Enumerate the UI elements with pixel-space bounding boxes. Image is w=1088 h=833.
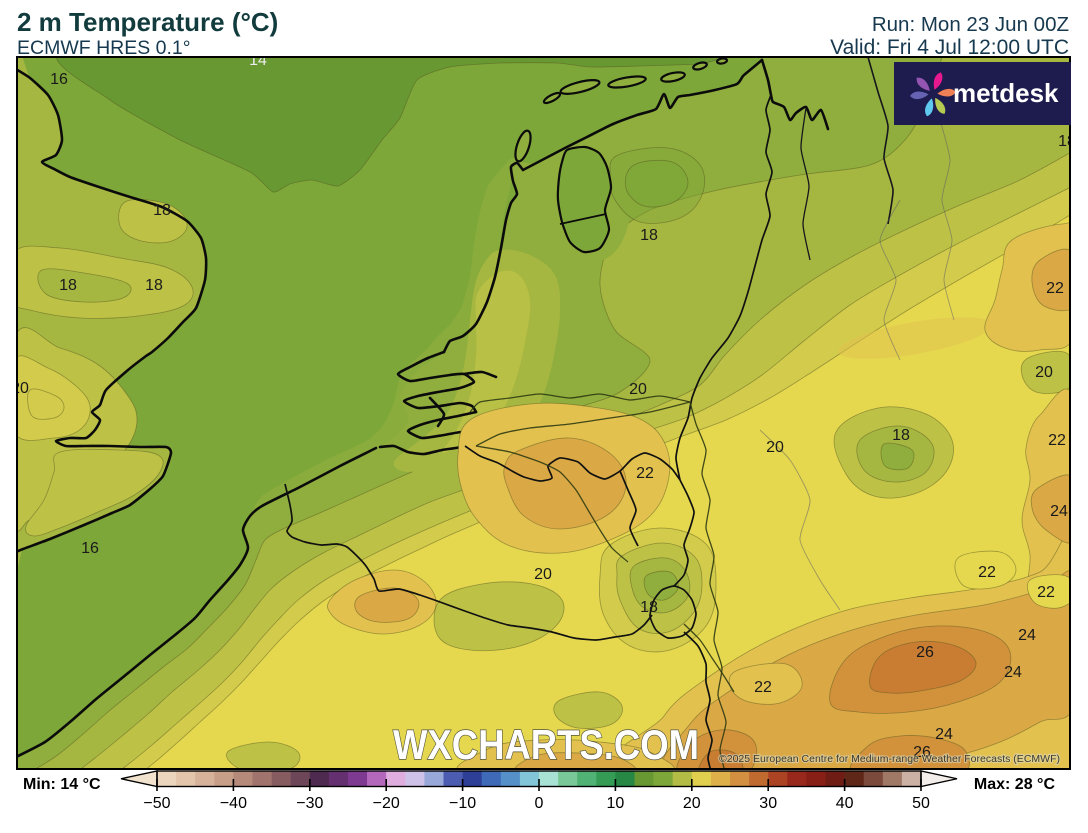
svg-text:18: 18 — [153, 202, 171, 219]
svg-text:−20: −20 — [373, 795, 400, 812]
svg-text:10: 10 — [607, 795, 625, 812]
svg-text:0: 0 — [535, 795, 544, 812]
svg-text:20: 20 — [766, 439, 784, 456]
svg-text:Valid: Fri 4 Jul 12:00 UTC: Valid: Fri 4 Jul 12:00 UTC — [830, 36, 1069, 59]
svg-text:22: 22 — [1037, 584, 1055, 601]
svg-text:24: 24 — [1004, 664, 1022, 681]
svg-text:20: 20 — [11, 380, 29, 397]
svg-text:22: 22 — [754, 679, 772, 696]
svg-text:20: 20 — [683, 795, 701, 812]
svg-text:26: 26 — [913, 744, 931, 761]
svg-text:−50: −50 — [143, 795, 170, 812]
svg-text:18: 18 — [1058, 133, 1076, 150]
svg-text:24: 24 — [1050, 503, 1068, 520]
svg-text:40: 40 — [836, 795, 854, 812]
svg-text:WXCHARTS.COM: WXCHARTS.COM — [393, 721, 699, 768]
svg-text:16: 16 — [81, 540, 99, 557]
svg-text:30: 30 — [759, 795, 777, 812]
svg-text:2 m Temperature (°C): 2 m Temperature (°C) — [17, 7, 278, 37]
svg-text:18: 18 — [145, 277, 163, 294]
svg-text:26: 26 — [916, 644, 934, 661]
svg-text:−40: −40 — [220, 795, 247, 812]
svg-text:−10: −10 — [449, 795, 476, 812]
svg-text:22: 22 — [1048, 432, 1066, 449]
svg-text:24: 24 — [935, 726, 953, 743]
svg-text:50: 50 — [912, 795, 930, 812]
svg-text:18: 18 — [640, 227, 658, 244]
svg-text:Max: 28 °C: Max: 28 °C — [974, 776, 1056, 793]
svg-text:−30: −30 — [296, 795, 323, 812]
svg-text:20: 20 — [629, 381, 647, 398]
svg-text:18: 18 — [640, 599, 658, 616]
svg-text:18: 18 — [892, 427, 910, 444]
svg-text:22: 22 — [636, 465, 654, 482]
svg-text:22: 22 — [1046, 280, 1064, 297]
svg-text:20: 20 — [1035, 364, 1053, 381]
svg-text:18: 18 — [59, 277, 77, 294]
svg-text:©2025 European Centre for Medi: ©2025 European Centre for Medium-range W… — [719, 753, 1060, 765]
svg-text:14: 14 — [249, 52, 267, 69]
svg-text:24: 24 — [1018, 627, 1036, 644]
svg-text:22: 22 — [978, 564, 996, 581]
svg-text:Min: 14 °C: Min: 14 °C — [23, 776, 101, 793]
svg-text:20: 20 — [534, 566, 552, 583]
svg-text:ECMWF HRES 0.1°: ECMWF HRES 0.1° — [17, 37, 191, 59]
svg-text:16: 16 — [50, 71, 68, 88]
svg-text:metdesk: metdesk — [953, 78, 1059, 108]
svg-text:Run: Mon 23 Jun 00Z: Run: Mon 23 Jun 00Z — [872, 13, 1069, 36]
